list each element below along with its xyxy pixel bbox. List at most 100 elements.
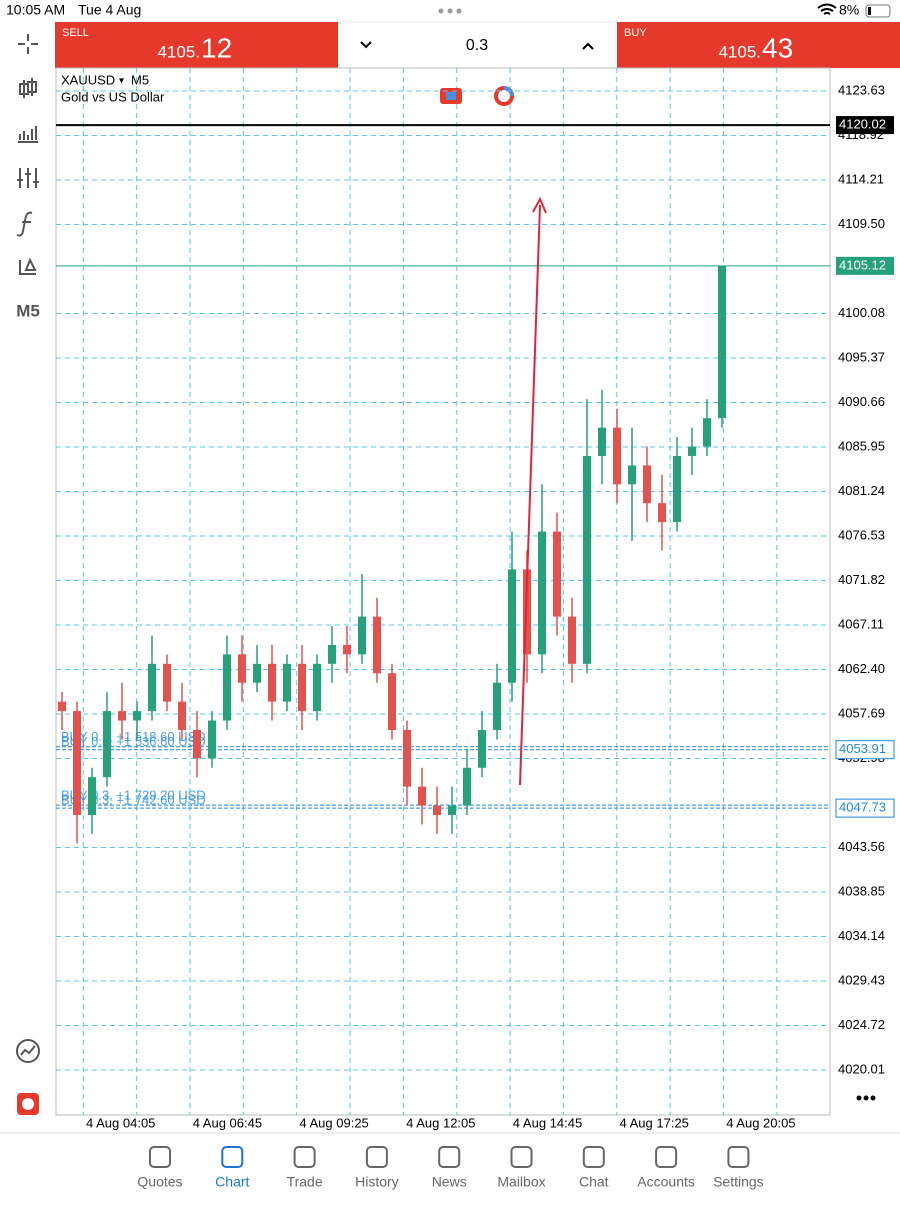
indicators-tool[interactable] <box>17 168 39 188</box>
tab[interactable]: Mailbox <box>497 1146 546 1190</box>
candle-body <box>343 644 351 655</box>
candle-body <box>358 616 366 655</box>
order-price-box <box>835 798 895 818</box>
candle-body <box>568 616 576 664</box>
symbol-dropdown[interactable]: ▾ <box>119 76 124 87</box>
tab[interactable]: Quotes <box>137 1146 183 1190</box>
chart-type-tool[interactable] <box>19 78 37 98</box>
tab-icon <box>293 1146 316 1168</box>
tab-icon <box>655 1146 678 1168</box>
y-tick-label: 4024.72 <box>838 1017 885 1032</box>
buy-price: 4105. <box>718 42 761 61</box>
order-label: BUY 0.3, +1 536.60 USD <box>61 734 206 749</box>
price-label: 4120.02 <box>839 117 886 132</box>
symbol[interactable]: XAUUSD <box>61 72 115 87</box>
candle-body <box>493 682 501 730</box>
annotation-arrow <box>519 204 541 786</box>
sell-label: SELL <box>62 27 89 39</box>
multitask-dots[interactable] <box>438 8 462 14</box>
tab[interactable]: Accounts <box>637 1146 695 1190</box>
candle-body <box>283 663 291 702</box>
y-tick-label: 4038.85 <box>838 883 885 898</box>
candle-body <box>88 777 96 816</box>
candle-body <box>448 805 456 816</box>
candle-body <box>718 265 726 419</box>
volume-box <box>339 21 616 69</box>
tab[interactable]: Chart <box>215 1146 250 1190</box>
tab-icon <box>221 1146 244 1168</box>
annotation-arrowhead <box>532 196 547 214</box>
volume[interactable]: 0.3 <box>466 37 488 54</box>
tab-label: Chat <box>579 1174 609 1190</box>
x-tick-label: 4 Aug 17:25 <box>620 1115 689 1130</box>
candle-body <box>193 729 201 759</box>
tab[interactable]: History <box>355 1146 399 1190</box>
toolbar <box>16 34 40 1063</box>
volume-tool[interactable] <box>18 126 38 143</box>
sell-price-big: 12 <box>201 32 232 63</box>
y-tick-label: 4057.69 <box>838 705 885 720</box>
y-tick-label: 4062.40 <box>838 661 885 676</box>
candle-body <box>118 711 126 721</box>
timeframe: M5 <box>131 72 149 87</box>
status-date: Tue 4 Aug <box>78 2 141 18</box>
signals-tool[interactable] <box>16 1039 40 1063</box>
volume-up[interactable] <box>582 42 594 50</box>
candle-body <box>553 531 561 617</box>
candle-body <box>508 569 516 683</box>
sell-button[interactable] <box>55 22 338 68</box>
tab-label: News <box>432 1174 467 1190</box>
x-tick-label: 4 Aug 12:05 <box>406 1115 475 1130</box>
candle-body <box>373 616 381 674</box>
candle-body <box>463 767 471 806</box>
x-tick-label: 4 Aug 06:45 <box>193 1115 262 1130</box>
tab-label: Accounts <box>637 1174 695 1190</box>
crosshair-tool[interactable] <box>18 34 38 54</box>
tab-bar: Quotes Chart Trade History News Mailbox Chat Ac… <box>137 1146 764 1190</box>
candle-body <box>613 427 621 485</box>
candle-body <box>298 663 306 712</box>
timeframe-button[interactable]: M5 <box>16 301 40 320</box>
y-tick-label: 4034.14 <box>838 928 885 943</box>
y-tick-label: 4123.63 <box>838 82 885 97</box>
y-tick-label: 4095.37 <box>838 349 885 364</box>
buy-button[interactable] <box>617 22 900 68</box>
y-tick-label: 4067.11 <box>838 616 884 631</box>
tab[interactable]: News <box>432 1146 467 1190</box>
more-menu[interactable] <box>856 1095 876 1101</box>
volume-down[interactable] <box>360 41 372 49</box>
candle-body <box>703 418 711 447</box>
one-click-inner <box>446 92 456 100</box>
battery-level: 8% <box>839 2 859 18</box>
tab-icon <box>510 1146 533 1168</box>
candle-body <box>388 673 396 730</box>
tab[interactable]: Trade <box>287 1146 323 1190</box>
depth-icon-blue <box>503 86 514 97</box>
function-tool[interactable] <box>16 211 33 237</box>
sell-price: 4105. <box>157 42 200 61</box>
y-tick-label: 4109.50 <box>838 216 885 231</box>
status-time: 10:05 AM <box>6 2 65 18</box>
y-tick-label: 4114.21 <box>838 171 884 186</box>
candle-body <box>523 569 531 655</box>
tab-icon <box>438 1146 461 1168</box>
signals-line <box>20 1045 36 1056</box>
objects-tool[interactable] <box>19 257 37 275</box>
tab-label: Quotes <box>137 1174 182 1190</box>
tab[interactable]: Settings <box>713 1146 764 1190</box>
tab-icon <box>582 1146 605 1168</box>
y-tick-label: 4100.08 <box>838 305 885 320</box>
candle-body <box>58 701 66 712</box>
tab-label: Mailbox <box>497 1174 545 1190</box>
candle-body <box>598 427 606 456</box>
tab-label: Trade <box>287 1174 323 1190</box>
candle-body <box>268 663 276 702</box>
chart-frame <box>55 67 831 1116</box>
candle-body <box>223 654 231 721</box>
tab-icon <box>727 1146 750 1168</box>
tab[interactable]: Chat <box>579 1146 609 1190</box>
x-tick-label: 4 Aug 20:05 <box>726 1115 795 1130</box>
candle-body <box>313 663 321 712</box>
